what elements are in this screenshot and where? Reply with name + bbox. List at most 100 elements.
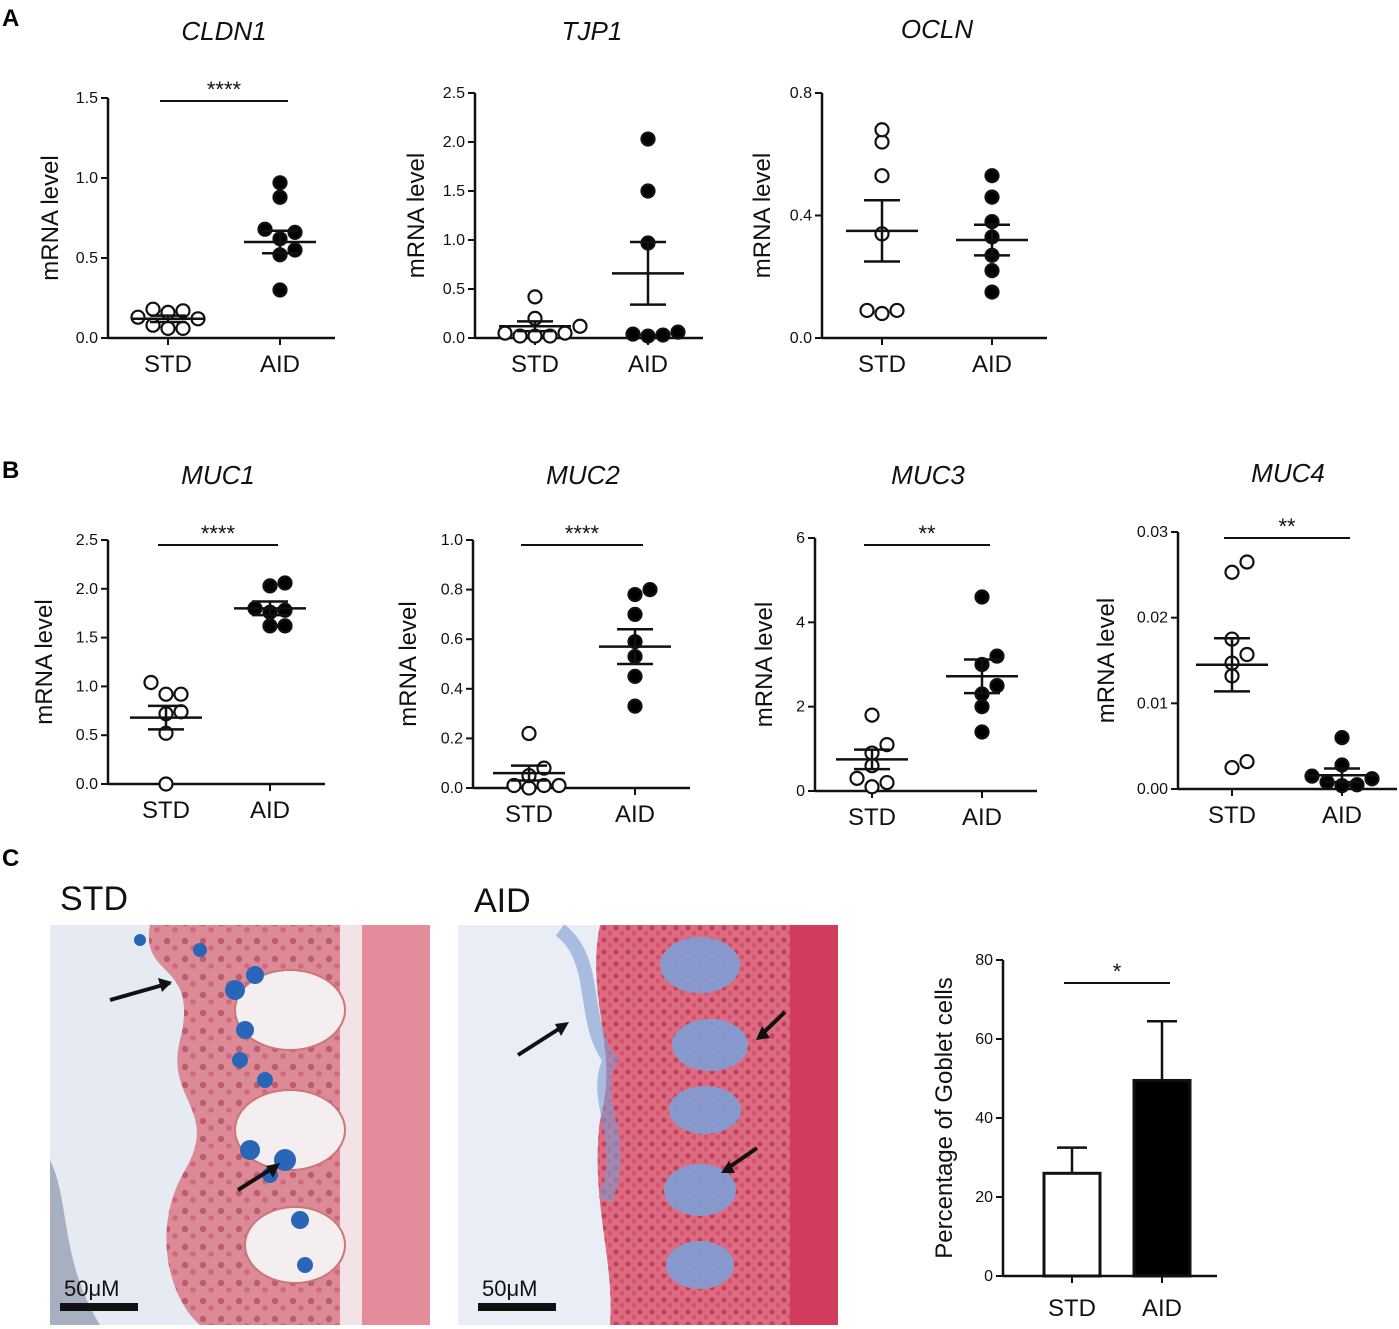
- data-point-aid: [655, 327, 671, 343]
- data-point-std: [145, 317, 161, 333]
- chart-goblet-cells: 0 20 40 60 80 STD AID Percentage of Goblet cell…: [931, 952, 1217, 1322]
- data-point-std: [874, 122, 890, 138]
- y-axis-label: mRNA level: [1093, 598, 1120, 723]
- category-label-std: STD: [144, 351, 192, 378]
- data-point-std: [1224, 759, 1240, 776]
- data-point-std: [521, 725, 537, 742]
- data-point-aid: [625, 326, 641, 342]
- significance-marker: ****: [201, 521, 236, 546]
- significance-marker: **: [918, 521, 936, 546]
- data-point-std: [859, 302, 875, 319]
- arrow-head-4: [756, 1026, 770, 1040]
- y-axis-label: mRNA level: [751, 602, 778, 727]
- data-point-std: [889, 302, 905, 319]
- scale-bar-std: [60, 1303, 138, 1311]
- significance-marker: ****: [207, 77, 242, 102]
- data-point-std: [551, 777, 567, 794]
- data-point-aid: [984, 263, 1000, 279]
- y-tick-label: 0: [984, 1268, 993, 1285]
- y-tick-label: 0.5: [76, 727, 98, 744]
- category-label-std: STD: [1048, 1295, 1096, 1322]
- data-point-std: [175, 303, 191, 319]
- panel-label-a: A: [2, 5, 19, 32]
- data-point-std: [130, 309, 146, 325]
- panel-label-b: B: [2, 457, 19, 484]
- micrograph-aid: AID 50μM: [458, 882, 838, 1325]
- data-point-std: [160, 320, 176, 336]
- data-point-aid: [974, 699, 990, 715]
- data-point-aid: [974, 724, 990, 740]
- y-axis-label: Percentage of Goblet cells: [931, 977, 958, 1259]
- y-tick-label: 0.0: [443, 330, 465, 347]
- y-tick-label: 1.0: [441, 532, 463, 549]
- data-point-aid: [989, 677, 1005, 694]
- y-tick-label: 0.0: [790, 330, 812, 347]
- category-label-aid: AID: [260, 351, 300, 378]
- y-tick-label: 1.5: [76, 90, 98, 107]
- data-point-aid: [287, 224, 303, 240]
- mucus-layer: [555, 925, 621, 1203]
- y-tick-label: 0.2: [441, 730, 463, 747]
- arrow-head-3: [555, 1022, 569, 1036]
- goblet-cells: [660, 937, 748, 1289]
- data-point-std: [158, 776, 174, 792]
- data-point-aid: [272, 282, 288, 298]
- data-point-aid: [277, 575, 293, 591]
- chart-muc4: 0.00 0.01 0.02 0.03 STD AID mRNA level MUC4 **: [1093, 458, 1397, 829]
- arrow-shaft-1: [109, 981, 171, 1002]
- y-tick-label: 0.4: [790, 208, 812, 225]
- scale-bar-aid: [478, 1303, 556, 1311]
- data-point-aid: [1349, 777, 1365, 793]
- chart-title: MUC4: [1251, 458, 1325, 488]
- data-point-std: [143, 674, 159, 691]
- crypt-1: [234, 969, 346, 1051]
- category-label-aid: AID: [972, 351, 1012, 378]
- data-point-std: [512, 328, 528, 344]
- panel-label-c: C: [2, 845, 19, 872]
- y-tick-label: 0.0: [76, 776, 98, 793]
- data-point-std: [1224, 564, 1240, 580]
- micrograph-aid-label: AID: [474, 882, 531, 920]
- bar-std: [1042, 1171, 1102, 1278]
- data-point-std: [557, 325, 573, 341]
- y-tick-label: 1.0: [76, 678, 98, 695]
- scale-bar-label-std: 50μM: [64, 1276, 119, 1301]
- y-tick-label: 60: [975, 1031, 993, 1048]
- y-tick-label: 0: [796, 783, 805, 800]
- data-point-std: [527, 289, 543, 305]
- scale-bar-label-aid: 50μM: [482, 1276, 537, 1301]
- y-tick-label: 0.03: [1137, 524, 1168, 541]
- data-point-std: [864, 707, 880, 723]
- y-tick-label: 0.0: [441, 780, 463, 797]
- category-label-aid: AID: [250, 797, 290, 824]
- y-tick-label: 0.8: [441, 582, 463, 599]
- y-tick-label: 0.01: [1137, 695, 1168, 712]
- data-point-std: [506, 777, 522, 794]
- debris: [50, 1160, 100, 1325]
- y-tick-label: 0.4: [441, 681, 463, 698]
- y-axis-label: mRNA level: [403, 153, 430, 278]
- data-point-std: [1239, 646, 1255, 663]
- y-axis-label: mRNA level: [395, 601, 422, 726]
- category-label-aid: AID: [1322, 802, 1362, 829]
- y-tick-label: 1.0: [443, 232, 465, 249]
- data-point-std: [879, 737, 895, 753]
- y-tick-label: 0.02: [1137, 610, 1168, 627]
- data-point-std: [521, 780, 537, 796]
- data-point-aid: [984, 189, 1000, 205]
- goblet-cells: [134, 934, 313, 1273]
- crypt-2: [234, 1089, 346, 1171]
- chart-title: MUC3: [891, 460, 965, 490]
- significance-marker: ****: [565, 521, 600, 546]
- data-point-std: [572, 318, 588, 334]
- data-point-std: [849, 770, 865, 786]
- data-point-aid: [640, 183, 656, 199]
- chart-muc1: 0.0 0.5 1.0 1.5 2.0 2.5 STD AID mRNA level MUC1 **…: [31, 460, 325, 824]
- muscle-layer: [790, 925, 838, 1325]
- y-axis-label: mRNA level: [749, 153, 776, 278]
- data-point-std: [864, 779, 880, 795]
- arrow-shaft-3: [516, 1023, 567, 1057]
- category-label-std: STD: [511, 351, 559, 378]
- y-tick-label: 1.5: [76, 630, 98, 647]
- crypt-3: [244, 1206, 346, 1284]
